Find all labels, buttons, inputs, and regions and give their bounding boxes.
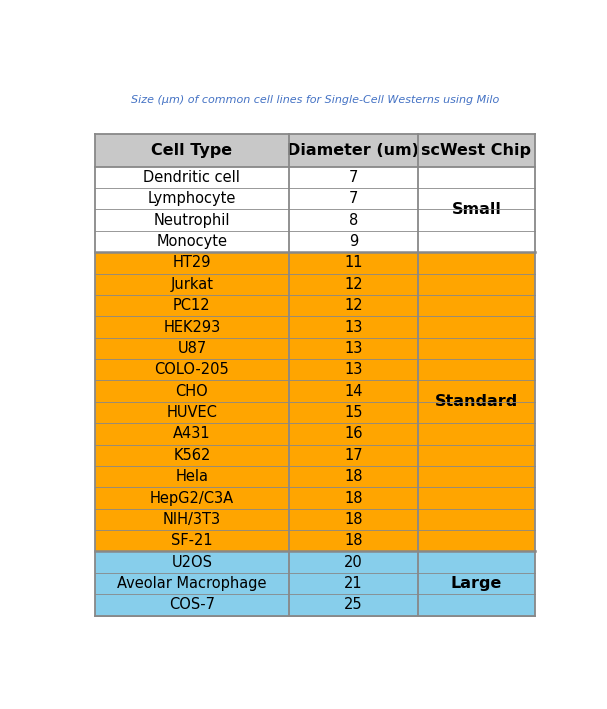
Bar	[288, 423, 418, 445]
Bar	[288, 381, 418, 402]
Bar	[95, 381, 288, 402]
Text: Neutrophil: Neutrophil	[154, 213, 230, 228]
Bar	[95, 295, 288, 316]
Text: 20: 20	[344, 554, 363, 569]
Text: PC12: PC12	[173, 298, 211, 313]
Bar	[95, 167, 288, 188]
Text: Large: Large	[451, 576, 502, 591]
Bar	[95, 509, 288, 530]
Text: 7: 7	[349, 191, 358, 206]
Bar	[288, 231, 418, 252]
Bar	[288, 209, 418, 231]
Bar	[418, 167, 535, 252]
Bar	[95, 316, 288, 337]
Bar	[288, 487, 418, 509]
Text: SF-21: SF-21	[171, 533, 212, 548]
Bar	[95, 274, 288, 295]
Bar	[288, 252, 418, 274]
Bar	[288, 594, 418, 615]
Text: 13: 13	[344, 362, 362, 377]
Text: 13: 13	[344, 320, 362, 335]
Text: U87: U87	[177, 341, 206, 356]
Bar	[95, 552, 288, 573]
Text: 17: 17	[344, 448, 363, 463]
Text: 13: 13	[344, 341, 362, 356]
Bar	[288, 274, 418, 295]
Text: 7: 7	[349, 170, 358, 185]
Text: 18: 18	[344, 469, 362, 484]
Bar	[288, 509, 418, 530]
Text: NIH/3T3: NIH/3T3	[163, 512, 221, 527]
Text: COLO-205: COLO-205	[155, 362, 229, 377]
Bar	[95, 252, 288, 274]
Text: 14: 14	[344, 384, 362, 398]
Text: HUVEC: HUVEC	[166, 405, 217, 420]
Text: HepG2/C3A: HepG2/C3A	[150, 491, 234, 506]
Text: HT29: HT29	[172, 255, 211, 270]
Text: Diameter (um): Diameter (um)	[288, 143, 419, 158]
Bar	[95, 209, 288, 231]
Bar	[288, 466, 418, 487]
Bar	[288, 316, 418, 337]
Bar	[95, 337, 288, 359]
Bar	[95, 445, 288, 466]
Bar	[288, 530, 418, 552]
Text: 18: 18	[344, 491, 362, 506]
Bar	[95, 402, 288, 423]
Bar	[95, 466, 288, 487]
Text: HEK293: HEK293	[163, 320, 220, 335]
Text: 18: 18	[344, 512, 362, 527]
Text: 25: 25	[344, 598, 363, 613]
Text: 15: 15	[344, 405, 362, 420]
Text: Standard: Standard	[435, 394, 518, 409]
Text: Monocyte: Monocyte	[157, 234, 228, 249]
Text: Size (μm) of common cell lines for Single-Cell Westerns using Milo: Size (μm) of common cell lines for Singl…	[131, 95, 499, 105]
Text: CHO: CHO	[175, 384, 208, 398]
Bar	[95, 135, 535, 167]
Bar	[288, 445, 418, 466]
Bar	[288, 167, 418, 188]
Text: Cell Type: Cell Type	[151, 143, 232, 158]
Text: COS-7: COS-7	[169, 598, 215, 613]
Bar	[95, 231, 288, 252]
Text: Jurkat: Jurkat	[171, 277, 214, 292]
Bar	[288, 573, 418, 594]
Text: 12: 12	[344, 298, 363, 313]
Bar	[95, 423, 288, 445]
Text: Lymphocyte: Lymphocyte	[148, 191, 236, 206]
Text: Dendritic cell: Dendritic cell	[143, 170, 240, 185]
Bar	[95, 594, 288, 615]
Bar	[95, 188, 288, 209]
Bar	[288, 552, 418, 573]
Text: 16: 16	[344, 426, 362, 442]
Bar	[288, 359, 418, 381]
Bar	[288, 402, 418, 423]
Text: 9: 9	[349, 234, 358, 249]
Text: Small: Small	[452, 202, 501, 217]
Text: K562: K562	[173, 448, 211, 463]
Text: 11: 11	[344, 255, 362, 270]
Bar	[95, 487, 288, 509]
Bar	[95, 359, 288, 381]
Bar	[418, 252, 535, 552]
Text: A431: A431	[173, 426, 211, 442]
Text: U2OS: U2OS	[171, 554, 212, 569]
Text: Hela: Hela	[175, 469, 208, 484]
Bar	[288, 188, 418, 209]
Bar	[95, 530, 288, 552]
Text: 12: 12	[344, 277, 363, 292]
Text: scWest Chip: scWest Chip	[421, 143, 532, 158]
Bar	[288, 337, 418, 359]
Text: 21: 21	[344, 576, 363, 591]
Bar	[95, 573, 288, 594]
Text: 8: 8	[349, 213, 358, 228]
Text: 18: 18	[344, 533, 362, 548]
Bar	[418, 552, 535, 615]
Text: Aveolar Macrophage: Aveolar Macrophage	[117, 576, 266, 591]
Bar	[288, 295, 418, 316]
